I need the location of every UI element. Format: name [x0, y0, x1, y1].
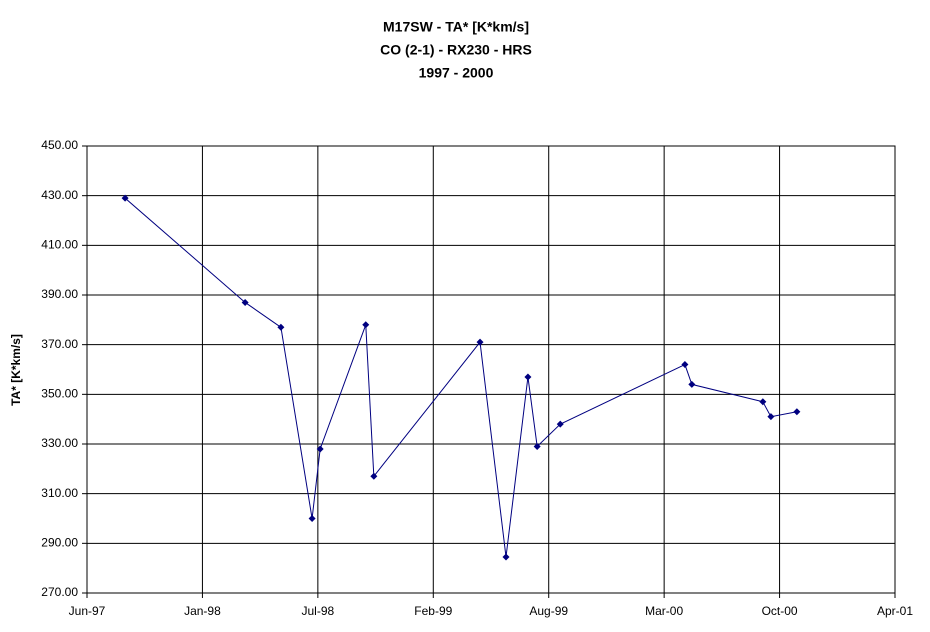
y-tick-label: 410.00 [41, 238, 78, 252]
data-point [316, 445, 324, 453]
x-tick-label: Oct-00 [762, 604, 798, 618]
data-point [121, 194, 129, 202]
data-point [370, 472, 378, 480]
data-point [524, 373, 532, 381]
y-tick-label: 270.00 [41, 585, 78, 599]
x-tick-label: Feb-99 [414, 604, 452, 618]
chart-subtitle: CO (2-1) - RX230 - HRS [380, 42, 532, 58]
data-point [308, 515, 316, 522]
y-tick-label: 290.00 [41, 536, 78, 550]
chart-subtitle: 1997 - 2000 [419, 65, 494, 81]
x-tick-label: Apr-01 [877, 604, 913, 618]
data-point [759, 398, 767, 406]
data-point [362, 321, 370, 329]
y-tick-label: 450.00 [41, 138, 78, 152]
data-point [556, 420, 564, 428]
data-point [241, 298, 249, 306]
data-point [767, 413, 775, 421]
x-tick-label: Jan-98 [184, 604, 221, 618]
x-tick-label: Mar-00 [645, 604, 683, 618]
data-point [476, 338, 484, 346]
x-tick-label: Jul-98 [302, 604, 335, 618]
plot-border [86, 145, 896, 594]
data-point [681, 361, 689, 369]
y-tick-label: 430.00 [41, 188, 78, 202]
chart-title: M17SW - TA* [K*km/s] [383, 19, 529, 35]
x-tick-label: Aug-99 [529, 604, 568, 618]
data-point [277, 323, 285, 331]
data-point [533, 442, 541, 450]
y-axis-label: TA* [K*km/s] [9, 334, 23, 406]
x-tick-label: Jun-97 [69, 604, 106, 618]
data-point [502, 553, 510, 561]
data-point [688, 380, 696, 388]
y-tick-label: 390.00 [41, 287, 78, 301]
y-tick-label: 310.00 [41, 486, 78, 500]
y-tick-label: 370.00 [41, 337, 78, 351]
y-tick-label: 330.00 [41, 436, 78, 450]
data-point [793, 408, 801, 416]
y-tick-label: 350.00 [41, 387, 78, 401]
